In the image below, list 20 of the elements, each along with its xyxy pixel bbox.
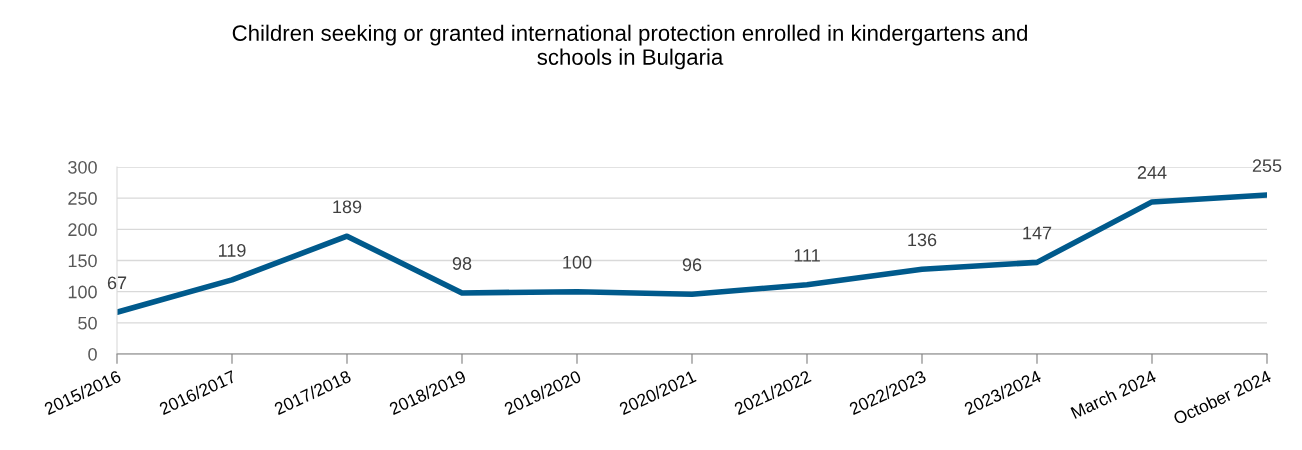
data-label: 67 xyxy=(107,276,127,290)
data-label: 255 xyxy=(1252,159,1282,173)
data-label: 96 xyxy=(682,258,702,272)
y-tick-label: 200 xyxy=(68,223,97,237)
y-tick-label: 50 xyxy=(78,316,97,330)
data-label: 147 xyxy=(1023,226,1052,240)
x-tick-label: March 2024 xyxy=(1070,369,1157,419)
y-tick-label: 0 xyxy=(88,347,97,361)
y-tick-label: 300 xyxy=(68,160,97,174)
data-label: 119 xyxy=(218,244,246,257)
data-label: 244 xyxy=(1137,166,1167,179)
data-label: 100 xyxy=(563,255,592,269)
data-label: 111 xyxy=(794,249,820,262)
y-tick-label: 250 xyxy=(68,192,97,205)
chart-title: Children seeking or granted international protection enrolled in kindergartens and schools in Bulgaria xyxy=(232,24,1027,70)
data-label: 98 xyxy=(452,257,472,270)
data-label: 136 xyxy=(908,233,937,247)
data-label: 189 xyxy=(333,200,362,214)
y-tick-label: 150 xyxy=(68,254,97,268)
y-tick-label: 100 xyxy=(68,285,97,299)
